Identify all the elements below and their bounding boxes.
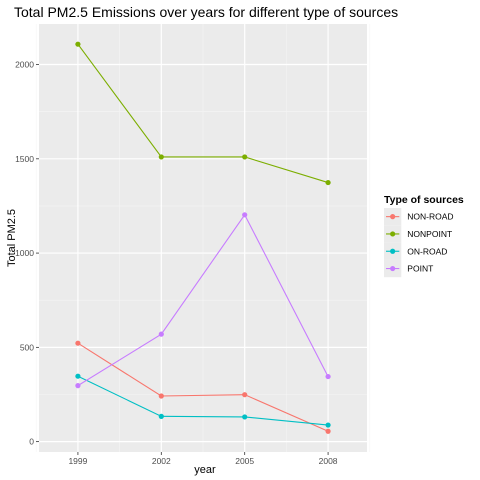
y-tick-label: 2000 [15,60,34,70]
x-tick-label: 2005 [235,456,254,466]
series-line-point [77,213,329,387]
legend-title: Type of sources [384,194,464,206]
series-lines [77,43,329,432]
y-tick-label: 1500 [15,154,34,164]
series-line-nonpoint [77,43,329,184]
minor-gridlines [35,24,371,452]
legend-label-non-road: NON-ROAD [407,212,453,222]
data-point-nonpoint [75,41,81,47]
data-point-nonpoint [242,154,248,160]
data-point-point [325,373,331,380]
data-point-on-road [242,414,248,420]
y-axis-label: Total PM2.5 [6,209,18,267]
data-point-non-road [75,340,81,346]
data-point-on-road [158,413,164,419]
legend-label-nonpoint: NONPOINT [407,229,452,239]
data-point-point [158,331,164,337]
data-point-nonpoint [158,154,164,160]
data-point-on-road [325,422,331,428]
y-tick-label: 500 [20,342,34,352]
data-point-nonpoint [325,179,331,186]
legend-key-point-on-road [390,248,396,254]
data-point-non-road [325,428,331,434]
y-axis-ticks: 0 500 1000 1500 2000 [15,60,39,447]
legend-key-point-point [390,265,396,272]
data-point-point [75,383,81,389]
y-tick-label: 0 [29,437,34,447]
data-point-point [242,212,248,218]
y-tick-label: 1000 [15,248,34,258]
legend-label-on-road: ON-ROAD [407,246,447,256]
data-point-non-road [158,393,164,399]
series-line-non-road [77,342,329,432]
data-point-on-road [75,373,81,379]
legend-label-point: POINT [407,264,433,274]
chart-title: Total PM2.5 Emissions over years for dif… [14,4,398,20]
x-axis-label: year [194,464,216,476]
legend-items: NON-ROAD NONPOINT ON-ROAD POINT [384,208,454,278]
legend: Type of sources NON-ROAD NONPOINT ON-ROAD P… [384,194,464,278]
series-line-on-road [77,375,329,426]
x-tick-label: 1999 [68,456,87,466]
x-tick-label: 2002 [152,456,171,466]
legend-key-point-nonpoint [390,231,396,237]
major-gridlines [39,24,367,452]
x-axis-ticks: 1999 2002 2005 2008 [68,452,338,466]
x-tick-label: 2008 [319,456,338,466]
legend-key-point-non-road [390,214,396,220]
series-points [75,41,331,434]
data-point-non-road [242,392,248,398]
